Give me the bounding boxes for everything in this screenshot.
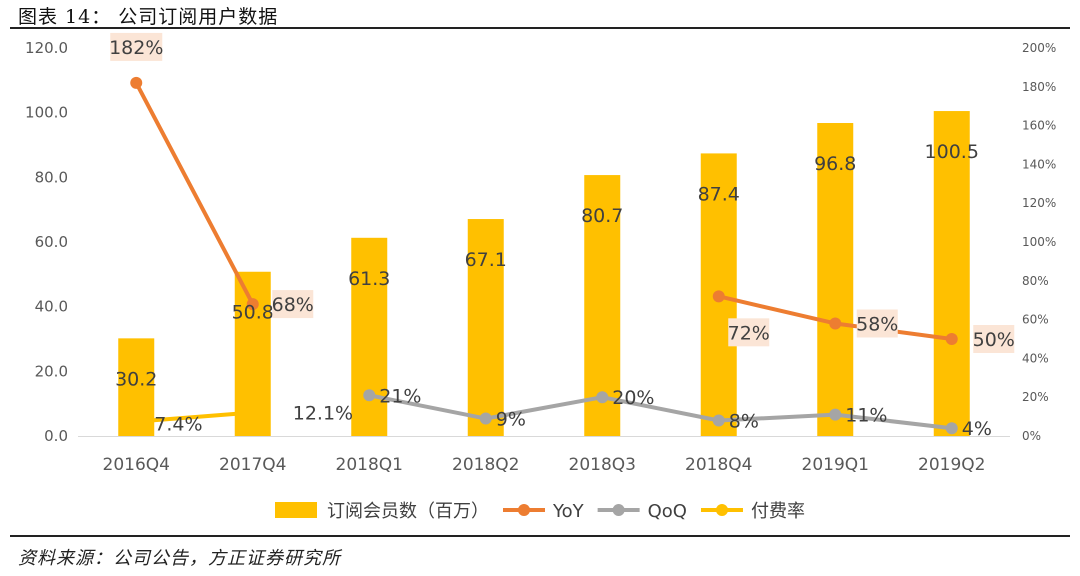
bar-value-label: 50.8	[232, 302, 274, 324]
marker-QoQ	[829, 408, 842, 421]
y-right-tick-label: 0%	[1022, 429, 1041, 443]
marker-QoQ	[596, 391, 609, 404]
yoy-label-box	[973, 325, 1015, 353]
qoq-value-label: 21%	[379, 385, 421, 407]
bar-value-label: 96.8	[814, 153, 856, 175]
bar-value-label: 100.5	[925, 141, 979, 163]
marker-YoY	[829, 317, 842, 330]
yoy-label-box	[856, 309, 898, 338]
bar-2019Q2	[933, 111, 970, 437]
bar-2018Q1	[351, 237, 388, 436]
bar-2018Q2	[467, 219, 504, 436]
y-right-tick-label: 120%	[1022, 196, 1056, 210]
marker-YoY	[246, 298, 259, 311]
marker-QoQ	[712, 414, 725, 427]
bar-value-label: 87.4	[698, 183, 740, 205]
legend-label: QoQ	[648, 501, 687, 522]
y-axis-right: 0% 20% 40% 60% 80% 100% 120% 140% 160% 180% 200%	[1022, 41, 1056, 443]
bar-value-label: 30.2	[115, 368, 157, 390]
yoy-value-label: 182%	[109, 37, 163, 59]
marker-YoY	[945, 333, 958, 345]
bar-2019Q1	[817, 123, 854, 436]
qoq-value-label: 4%	[962, 418, 992, 440]
x-tick-label: 2018Q1	[336, 455, 403, 475]
y-right-tick-label: 140%	[1022, 157, 1056, 171]
x-tick-label: 2018Q2	[452, 455, 519, 475]
y-right-tick-label: 80%	[1022, 274, 1049, 288]
top-rule	[10, 27, 1070, 29]
legend-marker	[612, 504, 625, 516]
bar-value-label: 67.1	[465, 249, 507, 271]
legend-label: 付费率	[751, 501, 805, 522]
y-right-tick-label: 100%	[1022, 235, 1056, 249]
marker-YoY	[130, 76, 143, 89]
y-left-tick-label: 60.0	[35, 233, 68, 251]
y-left-tick-label: 120.0	[25, 39, 68, 57]
yoy-label-box	[110, 32, 163, 61]
yoy-value-label: 50%	[973, 329, 1015, 351]
figure-title: 图表 14： 公司订阅用户数据	[18, 6, 279, 28]
fee-rate-label: 12.1%	[293, 403, 353, 425]
yoy-value-label: 68%	[272, 294, 314, 316]
y-axis-left: 0.0 20.0 40.0 60.0 80.0 100.0 120.0	[25, 39, 68, 445]
marker-QoQ	[945, 422, 958, 435]
x-tick-label: 2018Q3	[569, 455, 636, 475]
x-axis: 2016Q4 2017Q4 2018Q1 2018Q2 2018Q3 2018Q4 2019…	[103, 455, 986, 475]
y-left-tick-label: 100.0	[25, 104, 68, 122]
marker-QoQ	[479, 412, 492, 425]
legend-label: 订阅会员数（百万）	[327, 501, 489, 522]
yoy-value-label: 72%	[728, 322, 770, 344]
legend-marker	[518, 504, 530, 516]
x-tick-label: 2019Q1	[802, 455, 869, 475]
bar-value-label: 61.3	[348, 268, 390, 290]
data-labels: 30.2 50.8 61.3 67.1 80.7 87.4 96.8 100.5 182% 68%…	[109, 32, 1015, 440]
y-left-tick-label: 20.0	[35, 362, 68, 380]
legend: 订阅会员数（百万） YoY QoQ 付费率	[275, 501, 805, 522]
qoq-value-label: 20%	[612, 387, 654, 409]
line-YoY	[134, 80, 255, 307]
y-right-tick-label: 40%	[1022, 351, 1049, 365]
yoy-label-box	[728, 318, 770, 347]
line-付费率	[134, 410, 255, 424]
y-right-tick-label: 200%	[1022, 41, 1056, 55]
x-tick-label: 2016Q4	[103, 455, 170, 475]
bar-value-label: 80.7	[581, 205, 623, 227]
bottom-rule	[10, 535, 1070, 537]
fee-rate-label: 7.4%	[154, 414, 202, 436]
marker-QoQ	[363, 389, 376, 402]
y-right-tick-label: 60%	[1022, 313, 1049, 327]
x-tick-label: 2019Q2	[918, 455, 985, 475]
legend-marker	[715, 504, 728, 516]
marker-YoY	[712, 290, 725, 303]
y-left-tick-label: 0.0	[44, 427, 68, 445]
x-tick-label: 2017Q4	[219, 455, 286, 475]
source-note: 资料来源：公司公告，方正证券研究所	[18, 548, 341, 569]
legend-label: YoY	[552, 501, 585, 522]
line-QoQ	[367, 393, 954, 431]
y-right-tick-label: 160%	[1022, 119, 1056, 133]
qoq-value-label: 8%	[729, 410, 759, 432]
y-left-tick-label: 80.0	[35, 168, 68, 186]
combo-chart: 0.0 20.0 40.0 60.0 80.0 100.0 120.0 0% 20% 40% 60…	[25, 32, 1056, 522]
legend-swatch	[275, 502, 317, 518]
line-series	[130, 76, 958, 435]
yoy-label-box	[272, 290, 314, 319]
qoq-value-label: 9%	[496, 409, 526, 431]
y-right-tick-label: 180%	[1022, 80, 1056, 94]
y-right-tick-label: 20%	[1022, 390, 1049, 404]
yoy-value-label: 58%	[856, 313, 898, 335]
x-tick-label: 2018Q4	[685, 455, 752, 475]
qoq-value-label: 11%	[845, 405, 887, 427]
y-left-tick-label: 40.0	[35, 298, 68, 316]
